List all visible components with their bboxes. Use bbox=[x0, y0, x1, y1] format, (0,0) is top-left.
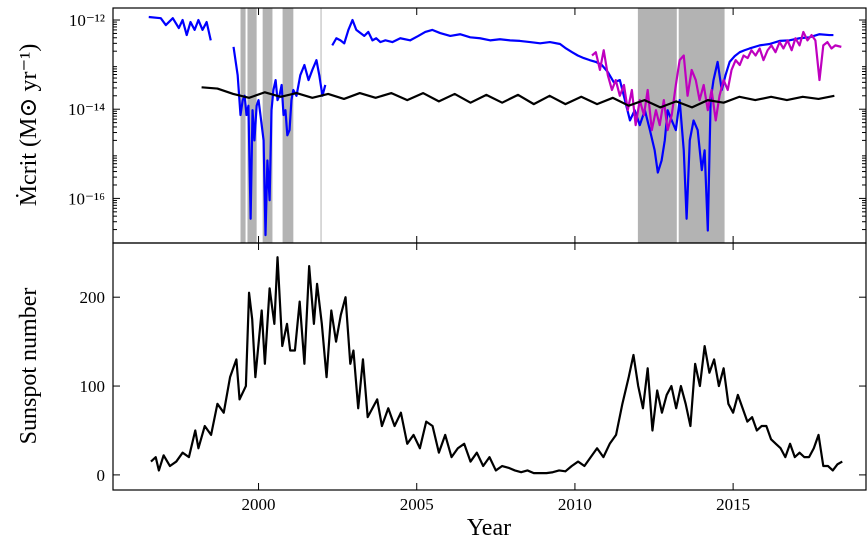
y-tick-label: 10⁻¹² bbox=[69, 11, 105, 30]
data-line bbox=[201, 86, 835, 109]
data-line bbox=[150, 256, 843, 475]
plot-area bbox=[148, 8, 842, 243]
plot-frame bbox=[112, 242, 867, 491]
y-tick-label: 200 bbox=[80, 288, 106, 307]
shaded-span bbox=[282, 8, 294, 243]
y-tick-label: 10⁻¹⁴ bbox=[68, 100, 105, 119]
shaded-span bbox=[262, 8, 273, 243]
data-line bbox=[591, 30, 842, 132]
plot-frame bbox=[112, 7, 867, 244]
shaded-span bbox=[637, 8, 677, 243]
y-tick-label: 0 bbox=[97, 466, 106, 485]
y-axis-label: Sunspot number bbox=[16, 288, 42, 445]
x-tick-label: 2015 bbox=[716, 495, 750, 514]
shaded-span bbox=[240, 8, 246, 243]
y-axis-label: Ṁcrit (M⊙ yr⁻¹) bbox=[16, 44, 42, 207]
shaded-span bbox=[320, 8, 322, 243]
y-tick-label: 100 bbox=[80, 377, 106, 396]
x-tick-label: 2005 bbox=[400, 495, 434, 514]
y-tick-label: 10⁻¹⁶ bbox=[68, 189, 105, 208]
x-axis-label: Year bbox=[467, 515, 511, 541]
x-tick-label: 2000 bbox=[242, 495, 276, 514]
x-tick-label: 2010 bbox=[558, 495, 592, 514]
plot-area bbox=[150, 256, 843, 475]
